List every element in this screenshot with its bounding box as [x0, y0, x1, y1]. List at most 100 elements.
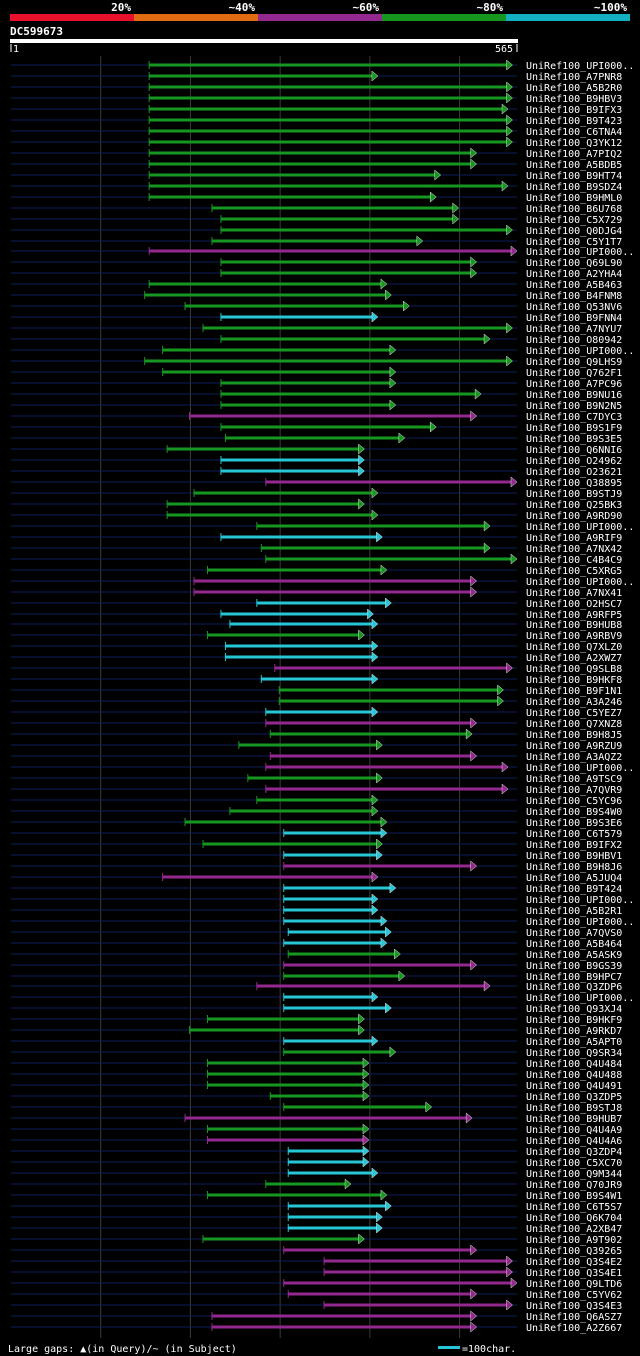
- hit-row[interactable]: UniRef100_B9HUB7: [11, 1112, 622, 1125]
- hit-row[interactable]: UniRef100_Q53NV6: [11, 300, 622, 313]
- hit-label[interactable]: UniRef100_UPI000..: [526, 61, 634, 72]
- hit-row[interactable]: UniRef100_A9RKD7: [11, 1024, 622, 1037]
- hit-row[interactable]: UniRef100_Q3ZDP4: [11, 1145, 622, 1158]
- hit-row[interactable]: UniRef100_A5APT0: [11, 1035, 622, 1048]
- hit-label[interactable]: UniRef100_B6U768: [526, 204, 622, 215]
- hit-row[interactable]: UniRef100_B9T424: [11, 882, 622, 895]
- hit-label[interactable]: UniRef100_A2XWZ7: [526, 653, 622, 664]
- hit-row[interactable]: UniRef100_Q7XNZ8: [11, 717, 622, 730]
- hit-label[interactable]: UniRef100_Q4U488: [526, 1070, 622, 1081]
- hit-row[interactable]: UniRef100_A5BDB5: [11, 158, 622, 171]
- hit-row[interactable]: UniRef100_C5Y1T7: [11, 235, 622, 248]
- hit-row[interactable]: UniRef100_C6T5S7: [11, 1200, 622, 1213]
- hit-row[interactable]: UniRef100_UPI000..: [11, 344, 634, 357]
- hit-label[interactable]: UniRef100_A7PC96: [526, 379, 622, 390]
- hit-row[interactable]: UniRef100_Q7XLZ0: [11, 640, 622, 653]
- hit-row[interactable]: UniRef100_Q0DJG4: [11, 224, 622, 237]
- hit-label[interactable]: UniRef100_A2XB47: [526, 1224, 622, 1235]
- hit-label[interactable]: UniRef100_UPI000..: [526, 917, 634, 928]
- hit-label[interactable]: UniRef100_Q3YK12: [526, 138, 622, 149]
- hit-label[interactable]: UniRef100_A5B2R1: [526, 906, 622, 917]
- hit-row[interactable]: UniRef100_B9S3E6: [11, 816, 622, 829]
- hit-row[interactable]: UniRef100_Q25BK3: [11, 498, 622, 511]
- hit-label[interactable]: UniRef100_C6T579: [526, 829, 622, 840]
- hit-label[interactable]: UniRef100_B9GS39: [526, 961, 622, 972]
- hit-row[interactable]: UniRef100_B9HML0: [11, 191, 622, 204]
- hit-row[interactable]: UniRef100_O24962: [11, 454, 622, 467]
- hit-label[interactable]: UniRef100_A9TSC9: [526, 774, 622, 785]
- hit-label[interactable]: UniRef100_A5B2R0: [526, 83, 622, 94]
- hit-label[interactable]: UniRef100_B9HUB7: [526, 1114, 622, 1125]
- hit-row[interactable]: UniRef100_Q4U4A6: [11, 1134, 622, 1147]
- hit-row[interactable]: UniRef100_A7PC96: [11, 377, 622, 390]
- hit-row[interactable]: UniRef100_Q93XJ4: [11, 1002, 622, 1015]
- hit-label[interactable]: UniRef100_C5YC96: [526, 796, 622, 807]
- hit-label[interactable]: UniRef100_B9NU16: [526, 390, 622, 401]
- hit-label[interactable]: UniRef100_Q4U4A6: [526, 1136, 622, 1147]
- hit-row[interactable]: UniRef100_C6T579: [11, 827, 622, 840]
- hit-row[interactable]: UniRef100_B9T423: [11, 114, 622, 127]
- hit-row[interactable]: UniRef100_O80942: [11, 333, 622, 346]
- hit-label[interactable]: UniRef100_B9STJ8: [526, 1103, 622, 1114]
- hit-row[interactable]: UniRef100_Q762F1: [11, 366, 622, 379]
- hit-label[interactable]: UniRef100_B9HT74: [526, 171, 622, 182]
- hit-label[interactable]: UniRef100_A5B463: [526, 280, 622, 291]
- hit-row[interactable]: UniRef100_Q9LTD6: [11, 1277, 622, 1290]
- hit-row[interactable]: UniRef100_Q6NNI6: [11, 443, 622, 456]
- hit-row[interactable]: UniRef100_Q9LHS9: [11, 355, 622, 368]
- hit-row[interactable]: UniRef100_A9TSC9: [11, 772, 622, 785]
- hit-label[interactable]: UniRef100_Q93XJ4: [526, 1004, 622, 1015]
- hit-row[interactable]: UniRef100_Q70JR9: [11, 1178, 622, 1191]
- hit-row[interactable]: UniRef100_A5B464: [11, 937, 622, 950]
- hit-label[interactable]: UniRef100_A2YHA4: [526, 269, 622, 280]
- hit-label[interactable]: UniRef100_C7DYC3: [526, 412, 622, 423]
- hit-row[interactable]: UniRef100_A2XWZ7: [11, 651, 622, 664]
- hit-label[interactable]: UniRef100_C6T5S7: [526, 1202, 622, 1213]
- hit-label[interactable]: UniRef100_O80942: [526, 335, 622, 346]
- hit-label[interactable]: UniRef100_B9F1N1: [526, 686, 622, 697]
- hit-label[interactable]: UniRef100_A7NYU7: [526, 324, 622, 335]
- hit-label[interactable]: UniRef100_Q7XLZ0: [526, 642, 622, 653]
- hit-row[interactable]: UniRef100_A3A246: [11, 695, 622, 708]
- hit-row[interactable]: UniRef100_Q69L90: [11, 256, 622, 269]
- hit-row[interactable]: UniRef100_UPI000..: [11, 575, 634, 588]
- hit-label[interactable]: UniRef100_Q0DJG4: [526, 226, 622, 237]
- hit-label[interactable]: UniRef100_B9S4W0: [526, 807, 622, 818]
- hit-label[interactable]: UniRef100_Q3S4E1: [526, 1268, 622, 1279]
- hit-row[interactable]: UniRef100_UPI000..: [11, 59, 634, 72]
- hit-row[interactable]: UniRef100_B9HKF9: [11, 1013, 622, 1026]
- hit-row[interactable]: UniRef100_UPI000..: [11, 915, 634, 928]
- hit-row[interactable]: UniRef100_A7NX41: [11, 586, 622, 599]
- hit-label[interactable]: UniRef100_A9RKD7: [526, 1026, 622, 1037]
- hit-row[interactable]: UniRef100_A9T902: [11, 1233, 622, 1246]
- hit-row[interactable]: UniRef100_Q3S4E2: [11, 1255, 622, 1268]
- hit-label[interactable]: UniRef100_B9IFX3: [526, 105, 622, 116]
- hit-label[interactable]: UniRef100_Q3S4E2: [526, 1257, 622, 1268]
- hit-label[interactable]: UniRef100_B9HUB8: [526, 620, 622, 631]
- hit-label[interactable]: UniRef100_B9IFX2: [526, 840, 622, 851]
- hit-row[interactable]: UniRef100_A2Z667: [11, 1321, 622, 1334]
- hit-label[interactable]: UniRef100_C5X729: [526, 215, 622, 226]
- hit-row[interactable]: UniRef100_B9S1F9: [11, 421, 622, 434]
- hit-label[interactable]: UniRef100_B9S3E5: [526, 434, 622, 445]
- hit-label[interactable]: UniRef100_B9S1F9: [526, 423, 622, 434]
- hit-row[interactable]: UniRef100_UPI000..: [11, 520, 634, 533]
- hit-label[interactable]: UniRef100_UPI000..: [526, 763, 634, 774]
- hit-row[interactable]: UniRef100_A7QVR9: [11, 783, 622, 796]
- hit-label[interactable]: UniRef100_C5YEZ7: [526, 708, 622, 719]
- hit-row[interactable]: UniRef100_B9STJ9: [11, 487, 622, 500]
- hit-row[interactable]: UniRef100_A2XB47: [11, 1222, 622, 1235]
- hit-label[interactable]: UniRef100_O23621: [526, 467, 622, 478]
- hit-label[interactable]: UniRef100_A7PIQ2: [526, 149, 622, 160]
- hit-label[interactable]: UniRef100_A7QVR9: [526, 785, 622, 796]
- hit-label[interactable]: UniRef100_A9RFP5: [526, 610, 622, 621]
- hit-row[interactable]: UniRef100_B9HBV3: [11, 92, 622, 105]
- hit-row[interactable]: UniRef100_Q9SR34: [11, 1046, 622, 1059]
- hit-label[interactable]: UniRef100_C5XRG5: [526, 566, 622, 577]
- hit-label[interactable]: UniRef100_Q4U484: [526, 1059, 622, 1070]
- hit-row[interactable]: UniRef100_B9FNN4: [11, 311, 622, 324]
- hit-label[interactable]: UniRef100_Q53NV6: [526, 302, 622, 313]
- hit-row[interactable]: UniRef100_UPI000..: [11, 761, 634, 774]
- hit-row[interactable]: UniRef100_B9HPC7: [11, 970, 622, 983]
- hit-row[interactable]: UniRef100_Q3S4E3: [11, 1299, 622, 1312]
